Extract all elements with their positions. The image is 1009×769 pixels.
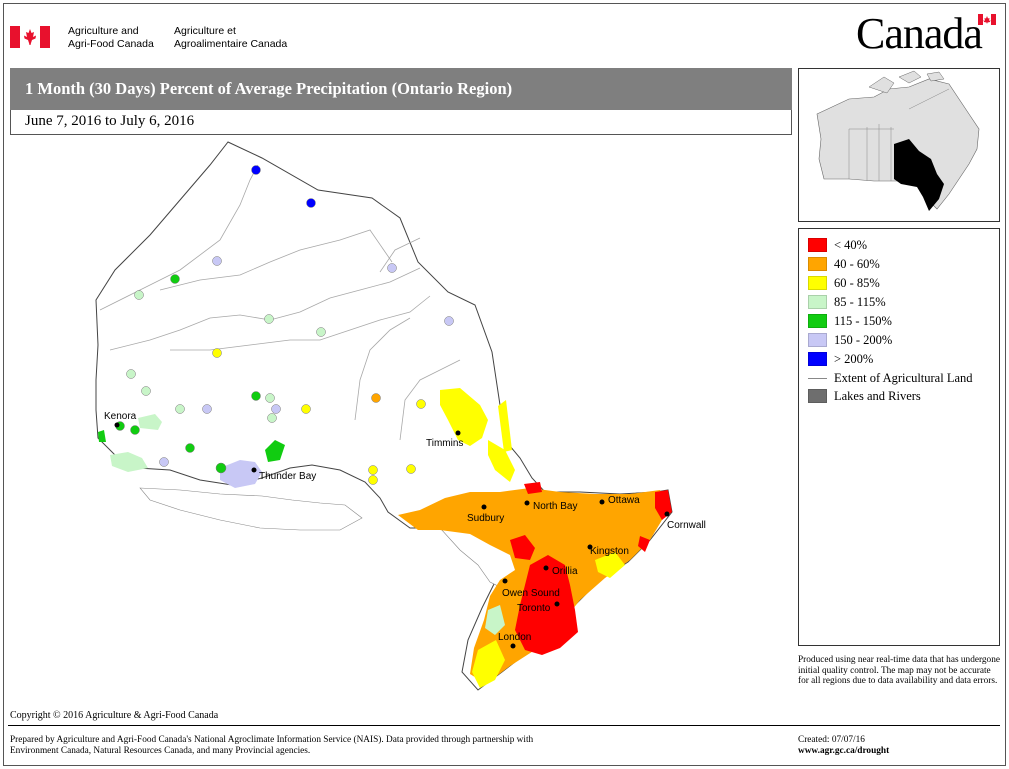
city-label: London <box>498 632 531 643</box>
ontario-outline <box>95 141 673 691</box>
region-115-150-tb <box>265 440 285 462</box>
legend-item: Extent of Agricultural Land <box>808 371 973 385</box>
region-60-85-ne <box>488 440 515 482</box>
created-date: Created: 07/07/16 <box>798 735 865 745</box>
region-60-85-south <box>472 640 505 688</box>
city-label: Ottawa <box>608 495 640 506</box>
city-label: Thunder Bay <box>259 471 316 482</box>
legend-swatch <box>808 238 827 252</box>
footer-divider <box>8 725 1000 726</box>
legend-item: < 40% <box>808 238 867 252</box>
ontario-highlight <box>894 139 944 211</box>
department-name-english: Agriculture and Agri-Food Canada <box>68 25 154 50</box>
city-label: Cornwall <box>667 520 706 531</box>
city-label: Kenora <box>104 411 137 422</box>
legend-item: 40 - 60% <box>808 257 880 271</box>
region-lt40-north <box>510 535 535 560</box>
legend-line <box>808 377 827 379</box>
region-85-115-sw <box>110 452 148 472</box>
region-60-85-timmins <box>440 388 488 446</box>
region-lt40-ottawa <box>638 536 650 552</box>
legend-swatch <box>808 276 827 290</box>
created-info: Created: 07/07/16 www.agr.gc.ca/drought <box>798 735 889 756</box>
legend-swatch <box>808 295 827 309</box>
city-label: Sudbury <box>467 513 504 524</box>
legend-item: Lakes and Rivers <box>808 389 921 403</box>
page-frame <box>3 3 1006 766</box>
legend-swatch <box>808 333 827 347</box>
canada-wordmark: Canada <box>856 9 983 58</box>
canada-flag-icon <box>10 26 50 48</box>
city-label: Kingston <box>590 546 629 557</box>
city-labels: Kenora Timmins Thunder Bay North Bay Ott… <box>104 411 706 643</box>
legend-swatch <box>808 257 827 271</box>
legend-item: 115 - 150% <box>808 314 892 328</box>
city-label: Timmins <box>426 438 463 449</box>
city-label: Toronto <box>517 603 551 614</box>
map-title: 1 Month (30 Days) Percent of Average Pre… <box>25 79 513 98</box>
prepared-by: Prepared by Agriculture and Agri-Food Ca… <box>10 735 534 756</box>
region-lt40-nb <box>524 482 542 494</box>
region-85-115-kenora <box>138 414 162 430</box>
lake-superior <box>139 487 363 531</box>
legend-item: 60 - 85% <box>808 276 880 290</box>
legend: < 40% 40 - 60% 60 - 85% 85 - 115% 115 - … <box>798 228 1000 646</box>
drought-url[interactable]: www.agr.gc.ca/drought <box>798 745 890 756</box>
canada-locator <box>816 70 980 211</box>
copyright: Copyright © 2016 Agriculture & Agri-Food… <box>10 710 219 721</box>
legend-swatch <box>808 314 827 328</box>
legend-swatch <box>808 389 827 403</box>
city-label: Orillia <box>552 566 578 577</box>
region-lt40-main <box>515 555 578 655</box>
legend-item: > 200% <box>808 352 873 366</box>
city-label: North Bay <box>533 501 577 512</box>
wordmark-flag-icon <box>978 14 996 25</box>
ontario-precipitation-map: Kenora Timmins Thunder Bay North Bay Ott… <box>95 141 706 691</box>
department-name-french: Agriculture et Agroalimentaire Canada <box>174 25 288 50</box>
region-60-85-kingston <box>595 552 625 578</box>
legend-swatch <box>808 352 827 366</box>
city-label: Owen Sound <box>502 588 560 599</box>
date-range: June 7, 2016 to July 6, 2016 <box>25 113 195 129</box>
title-bar: 1 Month (30 Days) Percent of Average Pre… <box>10 68 792 110</box>
legend-item: 85 - 115% <box>808 295 886 309</box>
date-range-box: June 7, 2016 to July 6, 2016 <box>10 110 792 135</box>
region-150-200-tb <box>220 460 262 488</box>
legend-item: 150 - 200% <box>808 333 892 347</box>
canada-inset-map <box>798 68 1000 222</box>
disclaimer: Produced using near real-time data that … <box>798 655 1000 686</box>
